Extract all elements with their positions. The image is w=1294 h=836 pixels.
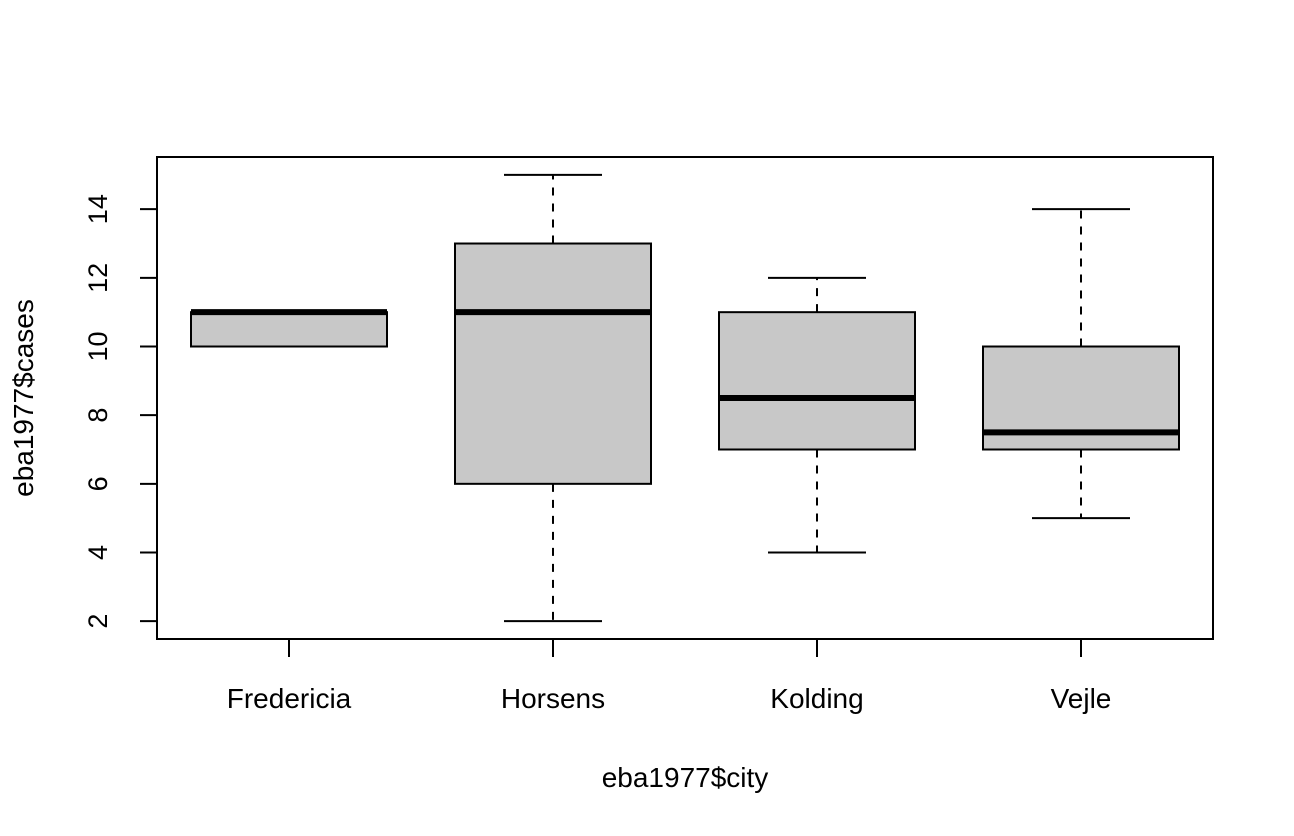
- y-tick-label: 12: [83, 263, 113, 293]
- iqr-box: [190, 311, 388, 348]
- y-axis: 2 4 6 8 10 12 14: [83, 194, 158, 629]
- x-tick-label: Vejle: [1051, 683, 1112, 714]
- y-tick-label: 10: [83, 331, 113, 361]
- x-axis-label: eba1977$city: [602, 762, 769, 793]
- x-tick-label: Fredericia: [227, 683, 352, 714]
- box-kolding: [718, 276, 916, 554]
- y-tick-label: 6: [83, 476, 113, 491]
- x-tick-label: Kolding: [770, 683, 863, 714]
- iqr-box: [454, 242, 652, 485]
- y-tick-label: 14: [83, 194, 113, 224]
- x-tick-label: Horsens: [501, 683, 605, 714]
- box-fredericia: [190, 309, 388, 348]
- x-axis: Fredericia Horsens Kolding Vejle: [227, 639, 1112, 714]
- y-tick-label: 8: [83, 408, 113, 423]
- y-axis-label: eba1977$cases: [8, 299, 39, 497]
- iqr-box: [718, 311, 916, 451]
- y-tick-label: 4: [83, 545, 113, 560]
- box-vejle: [982, 208, 1180, 520]
- boxes-layer: [190, 173, 1180, 623]
- y-tick-label: 2: [83, 614, 113, 629]
- box-horsens: [454, 173, 652, 623]
